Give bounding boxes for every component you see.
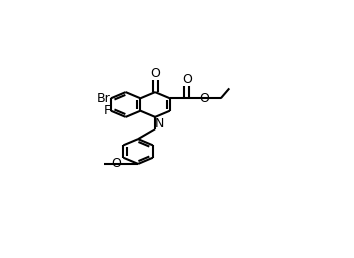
- Text: F: F: [104, 104, 111, 117]
- Text: O: O: [199, 92, 209, 105]
- Text: O: O: [182, 73, 192, 86]
- Text: O: O: [111, 157, 121, 171]
- Text: O: O: [150, 67, 160, 80]
- Text: Br: Br: [97, 92, 111, 105]
- Text: N: N: [155, 117, 165, 130]
